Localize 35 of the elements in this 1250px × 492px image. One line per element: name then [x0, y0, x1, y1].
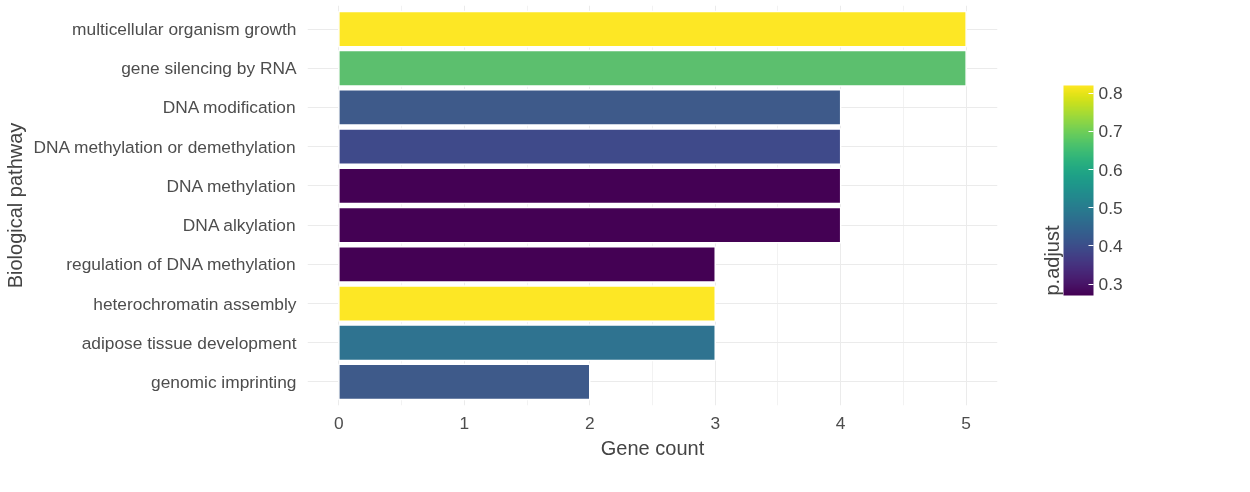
y-tick-label: DNA methylation or demethylation — [33, 136, 296, 157]
color-bar-title: p.adjust — [1040, 225, 1063, 296]
x-tick-label: 3 — [710, 412, 721, 433]
x-tick-label: 0 — [334, 412, 344, 433]
bar — [338, 167, 842, 205]
bar — [338, 10, 967, 48]
color-bar-label: 0.6 — [1098, 159, 1123, 180]
x-tick-label: 2 — [584, 412, 595, 433]
bar — [338, 206, 842, 244]
y-tick-label: DNA methylation — [166, 175, 296, 196]
color-bar-label: 0.3 — [1098, 274, 1123, 295]
color-bar-label: 0.4 — [1098, 235, 1123, 256]
bar — [338, 363, 591, 401]
color-bar-label: 0.5 — [1098, 197, 1123, 218]
y-tick-label: multicellular organism growth — [72, 19, 297, 40]
bar — [338, 285, 716, 322]
y-tick-label: gene silencing by RNA — [121, 58, 297, 79]
x-axis-title: Gene count — [600, 436, 705, 459]
y-tick-label: adipose tissue development — [81, 332, 297, 353]
y-tick-label: genomic imprinting — [151, 371, 297, 392]
y-axis-title: Biological pathway — [3, 122, 26, 289]
x-tick-label: 5 — [961, 412, 971, 433]
x-tick-label: 1 — [459, 412, 470, 433]
bar — [338, 89, 842, 126]
color-bar-label: 0.7 — [1098, 121, 1123, 142]
bar — [338, 49, 967, 87]
y-tick-label: DNA alkylation — [182, 215, 296, 236]
x-tick-label: 4 — [835, 412, 846, 433]
y-tick-label: heterochromatin assembly — [93, 293, 297, 314]
bar — [338, 324, 716, 362]
y-tick-label: DNA modification — [162, 97, 296, 118]
y-tick-label: regulation of DNA methylation — [66, 254, 296, 275]
bar — [338, 128, 842, 166]
bar — [338, 245, 716, 283]
color-bar-label: 0.8 — [1098, 83, 1123, 104]
